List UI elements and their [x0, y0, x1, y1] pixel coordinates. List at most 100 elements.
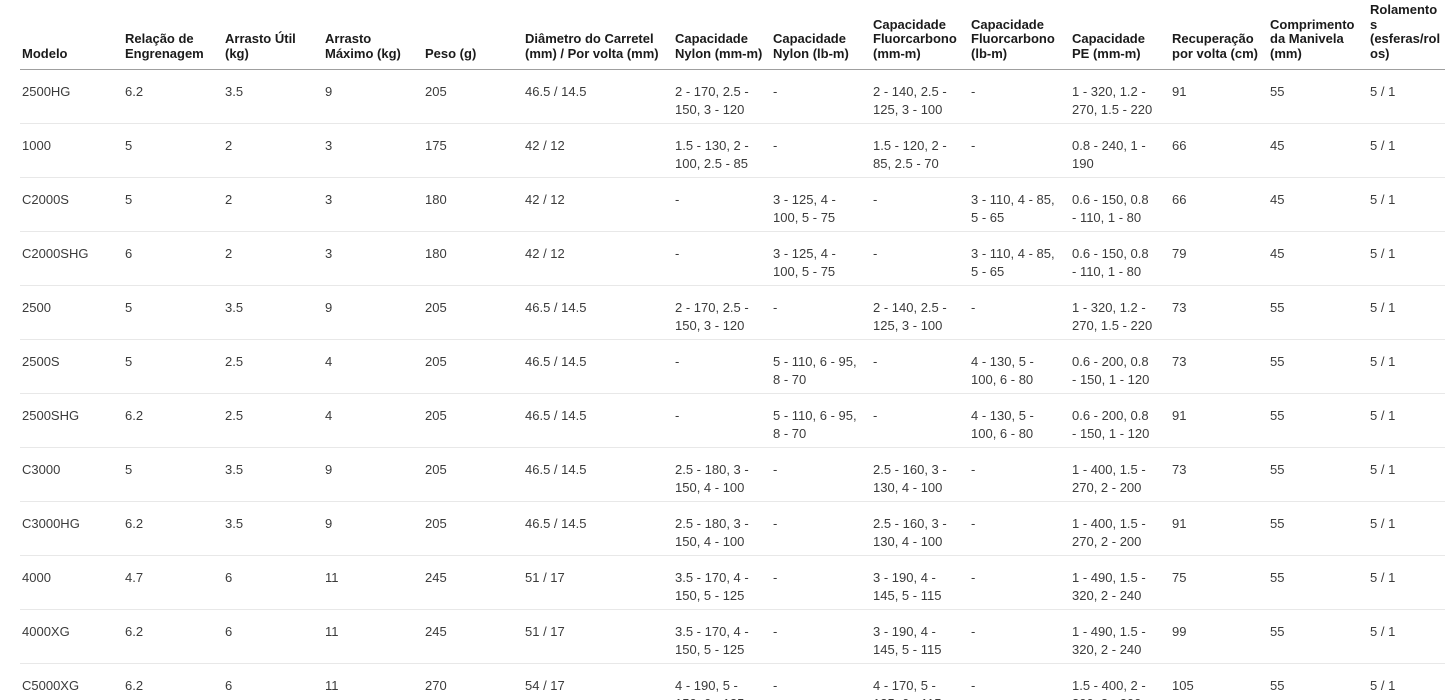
table-cell: 45	[1270, 177, 1370, 232]
model-cell: C2000S	[20, 177, 125, 232]
table-cell: 91	[1172, 69, 1270, 124]
column-header-6: Capacidade Nylon (mm-m)	[675, 0, 773, 70]
table-row: 2500S 5 2.5 4 205 46.5 / 14.5-5 - 110, 6 - 95…	[20, 339, 1445, 394]
table-cell: 55	[1270, 447, 1370, 502]
table-cell: 5 - 110, 6 - 95, 8 - 70	[773, 339, 873, 394]
table-cell: 3 - 110, 4 - 85, 5 - 65	[971, 231, 1072, 286]
table-cell: 205	[425, 501, 525, 556]
table-cell: 2	[225, 177, 325, 232]
table-cell: -	[873, 177, 971, 232]
column-header-9: Capacidade Fluorcarbono (lb-m)	[971, 0, 1072, 70]
table-row: 2500SHG 6.2 2.5 4 205 46.5 / 14.5-5 - 110, 6 …	[20, 393, 1445, 448]
table-cell: 2.5 - 160, 3 - 130, 4 - 100	[873, 447, 971, 502]
table-cell: 45	[1270, 231, 1370, 286]
table-cell: 4	[325, 339, 425, 394]
table-cell: 5 / 1	[1370, 69, 1445, 124]
table-cell: 1 - 490, 1.5 - 320, 2 - 240	[1072, 609, 1172, 664]
table-cell: 1 - 320, 1.2 - 270, 1.5 - 220	[1072, 69, 1172, 124]
table-cell: 6.2	[125, 609, 225, 664]
table-cell: 45	[1270, 123, 1370, 178]
table-cell: 6	[125, 231, 225, 286]
table-cell: 0.6 - 150, 0.8 - 110, 1 - 80	[1072, 231, 1172, 286]
table-cell: 2.5	[225, 393, 325, 448]
table-cell: 55	[1270, 555, 1370, 610]
table-row: C2000S 5 2 3 180 42 / 12-3 - 125, 4 - 100, 5 …	[20, 177, 1445, 232]
table-cell: 51 / 17	[525, 609, 675, 664]
table-cell: -	[873, 393, 971, 448]
table-cell: 105	[1172, 678, 1194, 693]
table-cell: 3.5	[225, 285, 325, 340]
table-cell: 3 - 125, 4 - 100, 5 - 75	[773, 231, 873, 286]
table-cell: 55	[1270, 501, 1370, 556]
table-cell: 3 - 190, 4 - 145, 5 - 115	[873, 609, 971, 664]
table-cell: 3 - 110, 4 - 85, 5 - 65	[971, 177, 1072, 232]
table-cell: 66	[1172, 123, 1270, 178]
table-cell: 2 - 140, 2.5 - 125, 3 - 100	[873, 69, 971, 124]
table-row: 2500HG 6.2 3.5 9 205 46.5 / 14.5 2 - 170, 2.5 …	[20, 69, 1445, 124]
table-cell: 3.5 - 170, 4 - 150, 5 - 125	[675, 555, 773, 610]
table-cell: -	[873, 231, 971, 286]
table-cell: 46.5 / 14.5	[525, 501, 675, 556]
table-cell: 175	[425, 123, 525, 178]
table-cell: 2.5 - 180, 3 - 150, 4 - 100	[675, 501, 773, 556]
table-cell: 1 - 320, 1.2 - 270, 1.5 - 220	[1072, 285, 1172, 340]
table-cell: 1.5 - 120, 2 - 85, 2.5 - 70	[873, 123, 971, 178]
table-cell: -	[675, 177, 773, 232]
table-cell: -	[773, 69, 873, 124]
table-cell: 2	[225, 123, 325, 178]
table-cell: 3.5 - 170, 4 - 150, 5 - 125	[675, 609, 773, 664]
column-header-11: Recuperação por volta (cm)	[1172, 0, 1270, 70]
header-row: Modelo Relação de Engrenagem Arrasto Útil …	[20, 0, 1445, 70]
table-cell: 73	[1172, 285, 1270, 340]
table-cell: 55	[1270, 69, 1370, 124]
table-cell: -	[971, 555, 1072, 610]
table-cell: 245	[425, 555, 525, 610]
table-cell: 79	[1172, 231, 1270, 286]
table-cell: 55	[1270, 393, 1370, 448]
table-cell: 5 / 1	[1370, 177, 1445, 232]
table-cell: -	[773, 678, 778, 693]
column-header-12: Comprimento da Manivela (mm)	[1270, 0, 1370, 70]
table-cell: 66	[1172, 177, 1270, 232]
table-cell: 0.6 - 150, 0.8 - 110, 1 - 80	[1072, 177, 1172, 232]
table-cell: 3 - 190, 4 - 145, 5 - 115	[873, 555, 971, 610]
table-cell: -	[773, 555, 873, 610]
table-cell: -	[773, 123, 873, 178]
table-cell: 5 / 1	[1370, 393, 1445, 448]
table-cell: 91	[1172, 393, 1270, 448]
table-cell: 5 / 1	[1370, 555, 1445, 610]
table-cell: 245	[425, 609, 525, 664]
table-cell: 54 / 17	[525, 678, 565, 693]
table-cell: 6.2	[125, 501, 225, 556]
table-cell: 2	[225, 231, 325, 286]
table-cell: 3 - 125, 4 - 100, 5 - 75	[773, 177, 873, 232]
table-cell: 4 - 130, 5 - 100, 6 - 80	[971, 393, 1072, 448]
table-cell: 46.5 / 14.5	[525, 447, 675, 502]
table-cell: -	[971, 285, 1072, 340]
table-cell: 5 / 1	[1370, 447, 1445, 502]
table-cell: 3	[325, 123, 425, 178]
model-cell: 2500HG	[20, 69, 125, 124]
table-cell: 6.2	[125, 678, 144, 693]
table-row: C3000 5 3.5 9 205 46.5 / 14.5 2.5 - 180, 3 - 1…	[20, 447, 1445, 502]
table-cell: 180	[425, 177, 525, 232]
table-cell: 4	[325, 393, 425, 448]
table-cell: 1 - 400, 1.5 - 270, 2 - 200	[1072, 501, 1172, 556]
column-header-10: Capacidade PE (mm-m)	[1072, 0, 1172, 70]
table-cell: 205	[425, 69, 525, 124]
table-cell: -	[773, 501, 873, 556]
model-cell: 4000XG	[20, 609, 125, 664]
table-cell: -	[971, 501, 1072, 556]
table-row: C5000XG 6.2 6 11 270 54 / 17 4 - 190, 5 - 150,…	[20, 664, 1445, 700]
table-header: Modelo Relação de Engrenagem Arrasto Útil …	[20, 0, 1445, 70]
table-row: 1000 5 2 3 175 42 / 12 1.5 - 130, 2 - 100, 2.5…	[20, 123, 1445, 178]
table-cell: 42 / 12	[525, 231, 675, 286]
table-cell: 5 / 1	[1370, 501, 1445, 556]
table-cell: -	[971, 609, 1072, 664]
table-cell: 3.5	[225, 69, 325, 124]
table-cell: -	[675, 393, 773, 448]
table-cell: -	[773, 447, 873, 502]
model-cell: 2500	[20, 285, 125, 340]
table-cell: 270	[425, 678, 447, 693]
table-cell: -	[675, 339, 773, 394]
